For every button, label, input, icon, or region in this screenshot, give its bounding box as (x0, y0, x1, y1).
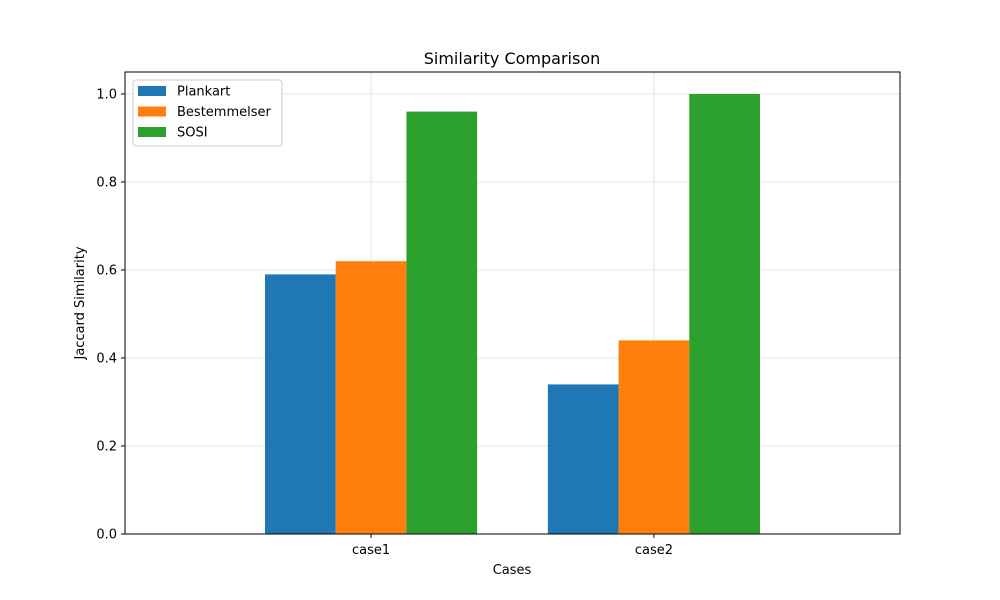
x-axis-ticks: case1 case2 (352, 534, 673, 558)
plot-frame (124, 71, 901, 535)
bar-sosi-case2 (689, 94, 760, 534)
y-tick-label: 0.4 (96, 352, 117, 367)
bars (265, 94, 760, 534)
legend-label-bestemmelser: Bestemmelser (177, 105, 271, 120)
y-axis-label: Jaccard Similarity (73, 246, 88, 360)
x-axis-label: Cases (493, 563, 532, 578)
y-tick-label: 0.0 (96, 528, 117, 543)
legend-swatch-sosi (138, 127, 166, 137)
y-axis-ticks: 0.0 0.2 0.4 0.6 0.8 1.0 (96, 88, 125, 543)
x-tick-label: case2 (635, 543, 673, 558)
bar-plankart-case1 (265, 274, 336, 534)
y-tick-label: 0.2 (96, 440, 117, 455)
legend-swatch-bestemmelser (138, 106, 166, 117)
legend-label-plankart: Plankart (177, 85, 230, 100)
y-tick-label: 1.0 (96, 88, 117, 103)
x-tick-label: case1 (352, 543, 390, 558)
legend-swatch-plankart (138, 86, 166, 96)
bar-bestemmelser-case1 (335, 261, 407, 534)
y-tick-label: 0.6 (96, 264, 117, 279)
legend-label-sosi: SOSI (177, 126, 208, 141)
legend: Plankart Bestemmelser SOSI (132, 79, 283, 147)
bar-bestemmelser-case2 (618, 340, 690, 534)
bar-sosi-case1 (406, 111, 478, 534)
bar-plankart-case2 (547, 384, 619, 534)
chart-title: Similarity Comparison (424, 49, 601, 68)
legend-box (132, 79, 283, 147)
y-tick-label: 0.8 (96, 176, 117, 191)
